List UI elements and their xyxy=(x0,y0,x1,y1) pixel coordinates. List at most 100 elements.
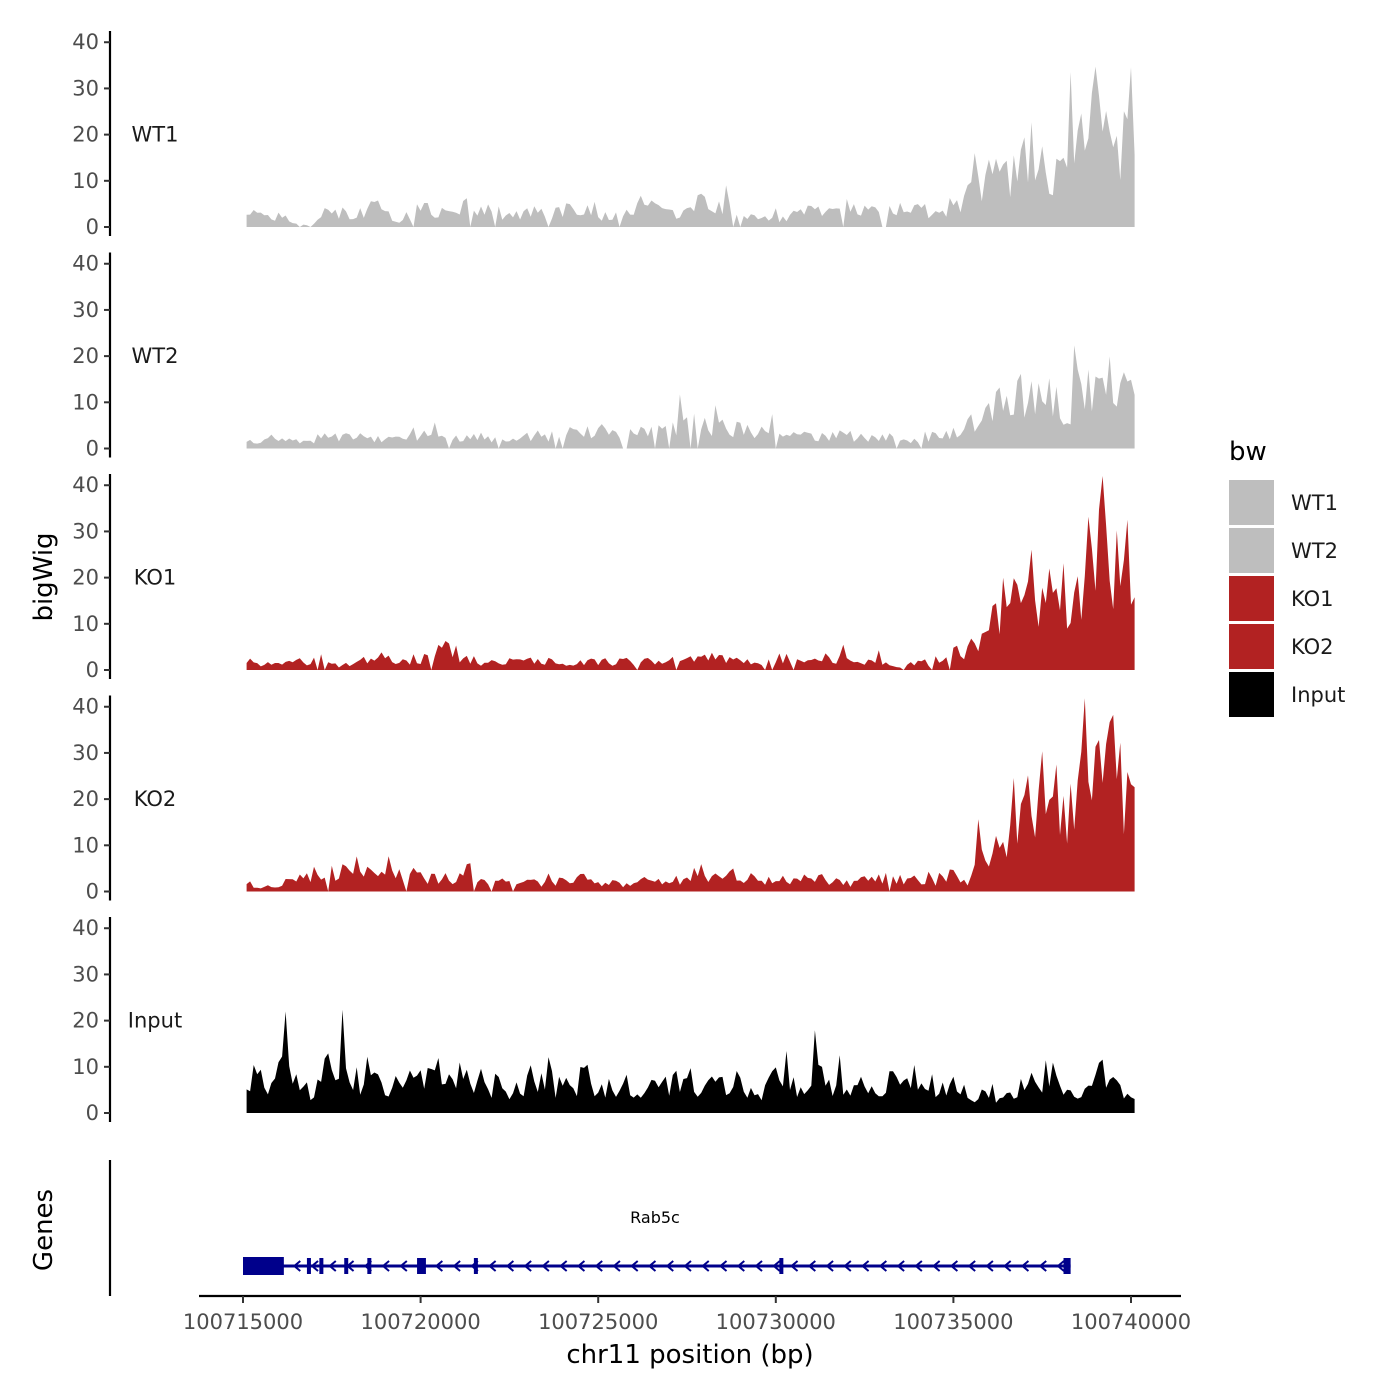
genes-axis-title: Genes xyxy=(29,1189,59,1271)
strand-arrow xyxy=(576,1260,586,1272)
signal-area-wt1 xyxy=(246,66,1135,227)
legend-label: WT2 xyxy=(1291,539,1338,563)
y-tick-label: 0 xyxy=(86,658,99,682)
track-panel-input: 0 10 20 30 40 Input xyxy=(72,916,1135,1125)
legend-label: WT1 xyxy=(1291,491,1338,515)
y-tick-label: 30 xyxy=(72,741,99,765)
strand-arrow xyxy=(736,1260,745,1272)
y-tick-label: 10 xyxy=(72,612,99,636)
strand-arrow xyxy=(967,1260,976,1272)
strand-arrow xyxy=(772,1260,781,1272)
strand-arrow xyxy=(843,1260,852,1272)
y-tick-label: 10 xyxy=(72,390,99,414)
legend: bw WT1 WT2 KO1 KO2 Input xyxy=(1229,437,1345,717)
y-tick-label: 0 xyxy=(86,880,99,904)
strand-arrow xyxy=(541,1260,550,1272)
strand-arrow xyxy=(896,1260,905,1272)
y-tick-label: 0 xyxy=(86,437,99,461)
strand-arrow xyxy=(559,1260,568,1272)
x-tick-label: 100715000 xyxy=(183,1310,303,1334)
track-panel-ko1: 0 10 20 30 40 KO1 xyxy=(72,473,1135,682)
legend-swatch xyxy=(1229,528,1274,573)
strand-arrow xyxy=(434,1260,444,1272)
strand-arrow xyxy=(718,1260,728,1272)
gene-exon xyxy=(1063,1258,1071,1274)
track-label: KO1 xyxy=(134,566,177,590)
legend-label: KO1 xyxy=(1291,587,1334,611)
y-tick-label: 30 xyxy=(72,76,99,100)
y-tick-label: 0 xyxy=(86,1101,99,1125)
x-axis-title: chr11 position (bp) xyxy=(566,1340,813,1370)
legend-swatch xyxy=(1229,624,1274,669)
y-tick-label: 30 xyxy=(72,298,99,322)
gene-exon xyxy=(344,1258,349,1274)
strand-arrow xyxy=(754,1260,763,1272)
strand-arrow xyxy=(523,1260,532,1272)
gene-exon xyxy=(473,1258,478,1274)
genes-panel: Rab5c xyxy=(108,1160,1071,1296)
y-tick-label: 30 xyxy=(72,962,99,986)
strand-arrow xyxy=(825,1260,834,1272)
track-label: WT1 xyxy=(132,123,179,147)
strand-arrow xyxy=(292,1260,301,1272)
y-tick-label: 10 xyxy=(72,169,99,193)
y-tick-label: 40 xyxy=(72,30,99,54)
x-tick-label: 100735000 xyxy=(893,1310,1013,1334)
y-tick-label: 40 xyxy=(72,473,99,497)
strand-arrow xyxy=(1020,1260,1030,1272)
gene-exon xyxy=(779,1258,784,1274)
x-axis: 100715000 100720000 100725000 100730000 1007… xyxy=(183,1294,1191,1334)
signal-area-ko1 xyxy=(246,476,1135,670)
gene-name-label: Rab5c xyxy=(630,1208,680,1227)
strand-arrow xyxy=(505,1260,515,1272)
y-tick-label: 20 xyxy=(72,1009,99,1033)
gene-exon xyxy=(243,1257,284,1275)
strand-arrow xyxy=(399,1260,408,1272)
track-label: KO2 xyxy=(134,787,177,811)
x-tick-label: 100720000 xyxy=(360,1310,480,1334)
x-tick-label: 100730000 xyxy=(716,1310,836,1334)
strand-arrow xyxy=(861,1260,870,1272)
strand-arrow xyxy=(488,1260,497,1272)
gene-exon xyxy=(367,1258,372,1274)
gene-exon xyxy=(319,1258,324,1274)
strand-arrow xyxy=(878,1260,888,1272)
y-tick-label: 20 xyxy=(72,344,99,368)
signal-area-ko2 xyxy=(246,698,1135,892)
track-panel-wt1: 0 10 20 30 40 WT1 xyxy=(72,30,1135,239)
strand-arrow xyxy=(683,1260,692,1272)
gene-model: Rab5c xyxy=(243,1208,1071,1275)
strand-arrow xyxy=(665,1260,674,1272)
signal-area-wt2 xyxy=(246,345,1135,449)
strand-arrow xyxy=(1056,1260,1065,1272)
y-tick-label: 20 xyxy=(72,787,99,811)
strand-arrow xyxy=(612,1260,621,1272)
legend-title: bw xyxy=(1229,437,1267,467)
strand-arrow xyxy=(647,1260,657,1272)
y-tick-label: 40 xyxy=(72,916,99,940)
track-label: WT2 xyxy=(132,344,179,368)
signal-area-input xyxy=(246,1009,1135,1113)
strand-arrow xyxy=(949,1260,959,1272)
y-tick-label: 0 xyxy=(86,215,99,239)
strand-arrow xyxy=(381,1260,390,1272)
legend-swatch xyxy=(1229,672,1274,717)
strand-arrow xyxy=(594,1260,603,1272)
strand-arrow xyxy=(914,1260,923,1272)
y-axis-title: bigWig xyxy=(29,532,59,621)
gene-exon xyxy=(417,1258,426,1274)
legend-label: Input xyxy=(1291,683,1345,707)
track-panel-wt2: 0 10 20 30 40 WT2 xyxy=(72,252,1135,461)
track-label: Input xyxy=(128,1009,182,1033)
y-tick-label: 10 xyxy=(72,1055,99,1079)
strand-arrow xyxy=(630,1260,639,1272)
strand-arrow xyxy=(932,1260,941,1272)
strand-arrow xyxy=(1003,1260,1012,1272)
x-tick-label: 100725000 xyxy=(538,1310,658,1334)
tracks-layer: 0 10 20 30 40 WT1 0 10 20 30 40 WT2 0 10 20 30 40 KO1 0 10 2… xyxy=(72,30,1135,1125)
y-tick-label: 40 xyxy=(72,695,99,719)
y-tick-label: 30 xyxy=(72,519,99,543)
strand-arrow xyxy=(807,1260,816,1272)
y-tick-label: 10 xyxy=(72,833,99,857)
